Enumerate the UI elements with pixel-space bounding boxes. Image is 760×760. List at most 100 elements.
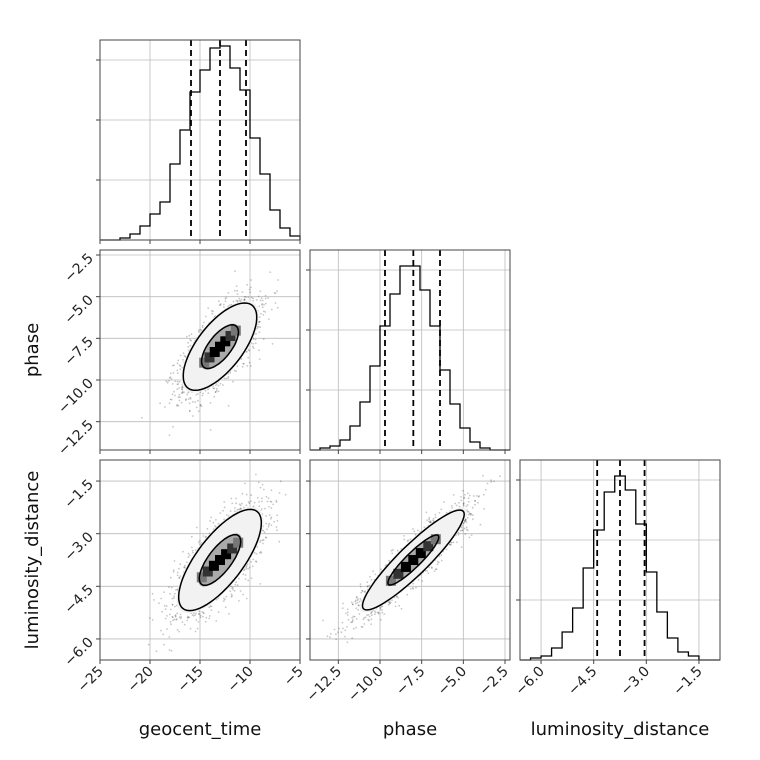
sample-point <box>394 601 397 603</box>
sample-point <box>261 306 264 309</box>
sample-point <box>248 288 251 291</box>
sample-point <box>197 330 200 333</box>
density-cell <box>215 555 225 565</box>
sample-point <box>390 549 393 552</box>
sample-point <box>352 627 355 630</box>
sample-point <box>218 304 221 306</box>
sample-point <box>255 560 257 563</box>
sample-point <box>235 370 238 372</box>
sample-point <box>239 590 242 592</box>
sample-point <box>186 561 188 564</box>
sample-point <box>180 616 183 618</box>
sample-point <box>225 595 228 598</box>
sample-point <box>171 364 174 367</box>
sample-point <box>164 608 167 610</box>
sample-point <box>248 566 251 569</box>
sample-point <box>169 398 172 401</box>
sample-point <box>187 552 190 555</box>
sample-point <box>222 600 225 602</box>
sample-point <box>264 536 267 539</box>
sample-point <box>186 619 189 622</box>
sample-point <box>239 299 241 302</box>
sample-point <box>223 598 226 601</box>
sample-point <box>464 533 467 535</box>
sample-point <box>258 358 261 360</box>
sample-point <box>261 500 263 503</box>
sample-point <box>352 615 355 618</box>
sample-point <box>254 342 257 345</box>
sample-point <box>181 386 183 389</box>
sample-point <box>207 307 210 309</box>
sample-point <box>168 402 171 405</box>
panel-frame <box>309 249 511 451</box>
sample-point <box>479 523 482 526</box>
sample-point <box>172 571 175 573</box>
sample-point <box>255 553 258 555</box>
density-cells <box>199 325 241 368</box>
sample-point <box>231 502 234 505</box>
panel-hist-geocent-time <box>96 39 301 244</box>
sample-point <box>335 638 337 641</box>
sample-point <box>434 513 437 516</box>
sample-point <box>248 502 251 505</box>
sample-point <box>351 621 353 623</box>
sample-point <box>381 605 384 608</box>
sample-point <box>428 516 431 519</box>
sample-point <box>174 394 176 397</box>
sample-point <box>171 616 174 618</box>
sample-point <box>219 303 222 305</box>
sample-point <box>475 495 478 497</box>
sample-point <box>232 380 234 383</box>
sample-point <box>357 608 360 611</box>
sample-point <box>387 601 390 604</box>
sample-point <box>396 549 399 552</box>
sample-point <box>181 391 184 394</box>
sample-point <box>373 610 376 613</box>
sample-point <box>197 621 200 623</box>
sample-point <box>173 597 175 599</box>
sample-point <box>269 271 272 273</box>
sample-point <box>177 396 180 399</box>
sample-point <box>160 597 163 600</box>
sample-point <box>363 623 366 625</box>
sample-point <box>252 343 255 345</box>
sample-point <box>257 295 260 298</box>
sample-point <box>360 591 363 594</box>
sample-point <box>252 299 255 302</box>
sample-point <box>194 549 197 551</box>
sample-point <box>196 627 199 630</box>
sample-point <box>247 579 250 582</box>
density-cells <box>196 537 244 583</box>
sample-point <box>364 591 366 594</box>
sample-point <box>260 297 263 300</box>
sample-point <box>355 602 357 605</box>
sample-point <box>210 516 213 519</box>
sample-point <box>238 297 241 300</box>
density-cell <box>196 572 207 583</box>
sample-point <box>387 603 390 606</box>
sample-point <box>394 605 397 608</box>
sample-point <box>241 502 243 505</box>
sample-point <box>261 483 264 486</box>
sample-point <box>467 513 470 516</box>
sample-point <box>168 586 170 588</box>
sample-point <box>236 508 239 511</box>
sample-point <box>261 497 263 500</box>
sample-point <box>248 361 251 364</box>
sample-point <box>278 540 281 543</box>
sample-point <box>264 294 267 297</box>
sample-point <box>185 398 187 401</box>
sample-point <box>258 316 261 318</box>
sample-point <box>178 616 181 618</box>
sample-point <box>179 396 181 398</box>
sample-point <box>351 620 354 623</box>
sample-point <box>153 599 155 601</box>
density-cell <box>209 347 220 357</box>
sample-point <box>171 603 174 606</box>
sample-point <box>224 606 227 609</box>
sample-point <box>205 535 208 538</box>
sample-point <box>244 578 247 580</box>
sample-point <box>371 614 373 617</box>
sample-point <box>380 568 382 571</box>
sample-point <box>246 364 249 367</box>
